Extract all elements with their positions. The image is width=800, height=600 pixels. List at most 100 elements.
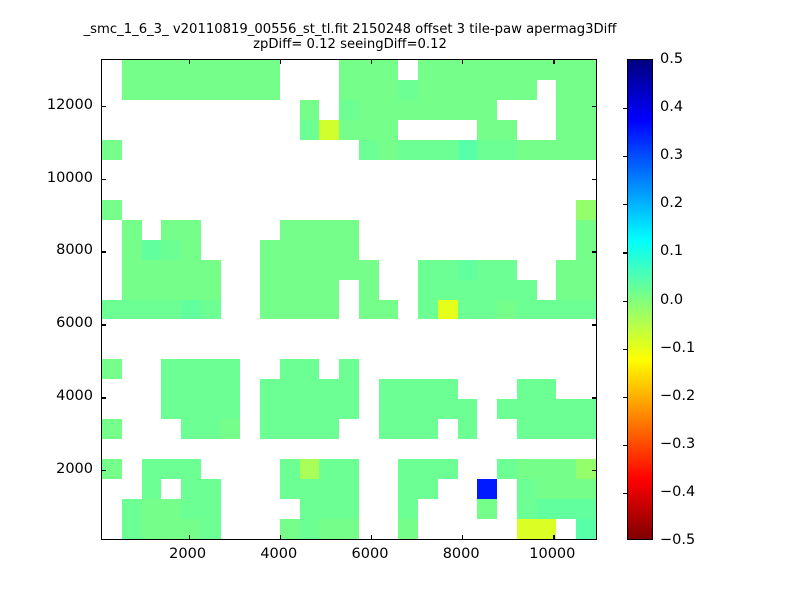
heatmap-cell <box>556 519 577 539</box>
heatmap-cell <box>418 519 438 539</box>
heatmap-cell <box>102 359 122 380</box>
heatmap-cell <box>181 339 201 360</box>
heatmap-cell <box>516 159 537 180</box>
colorbar-tick-label: 0.0 <box>660 291 684 308</box>
heatmap-cell <box>319 79 340 100</box>
heatmap-cell <box>339 99 359 120</box>
colorbar-tick-mark <box>623 204 628 206</box>
heatmap-cell <box>141 399 162 420</box>
heatmap-cell <box>437 119 458 140</box>
heatmap-cell <box>161 439 182 460</box>
heatmap-cell <box>516 219 537 240</box>
heatmap-cell <box>516 119 537 140</box>
heatmap-cell <box>339 239 359 260</box>
heatmap-cell <box>260 99 280 120</box>
heatmap-cell <box>477 399 498 420</box>
heatmap-cell <box>260 119 280 140</box>
x-tick-mark <box>188 535 190 539</box>
heatmap-cell <box>477 359 498 380</box>
heatmap-cell <box>576 359 596 380</box>
heatmap-cell <box>299 319 320 340</box>
heatmap-cell <box>457 499 478 520</box>
heatmap-cell <box>358 139 379 160</box>
heatmap-cell <box>181 199 201 220</box>
heatmap-cell <box>240 499 261 520</box>
heatmap-cell <box>240 359 261 380</box>
heatmap-cell <box>378 60 399 80</box>
heatmap-cell <box>279 339 300 360</box>
heatmap-cell <box>398 139 419 160</box>
heatmap-cell <box>358 239 379 260</box>
heatmap-cell <box>437 319 458 340</box>
heatmap-cell <box>457 419 478 440</box>
heatmap-cell <box>536 319 557 340</box>
heatmap-cell <box>398 159 419 180</box>
heatmap-cell <box>220 79 241 100</box>
heatmap-cell <box>358 479 379 500</box>
colorbar-tick-label: 0.4 <box>660 99 684 116</box>
heatmap-cell <box>516 199 537 220</box>
heatmap-cell <box>121 179 142 200</box>
heatmap-cell <box>418 199 438 220</box>
heatmap-cell <box>220 399 241 420</box>
heatmap-cell <box>240 399 261 420</box>
heatmap-cell <box>260 319 280 340</box>
heatmap-cell <box>556 499 577 520</box>
heatmap-cell <box>121 139 142 160</box>
heatmap-cell <box>378 239 399 260</box>
heatmap-cell <box>556 60 577 80</box>
heatmap-cell <box>378 439 399 460</box>
heatmap-cell <box>260 519 280 539</box>
heatmap-cell <box>536 239 557 260</box>
heatmap-cell <box>516 239 537 260</box>
colorbar-tick-label: −0.1 <box>660 339 696 356</box>
heatmap-cell <box>181 219 201 240</box>
heatmap-cell <box>141 499 162 520</box>
heatmap-cell <box>536 339 557 360</box>
heatmap-cell <box>220 459 241 480</box>
heatmap-cell <box>477 459 498 480</box>
heatmap-cell <box>418 459 438 480</box>
heatmap-cell <box>339 279 359 300</box>
heatmap-cell <box>437 459 458 480</box>
heatmap-cell <box>200 119 221 140</box>
heatmap-cell <box>299 159 320 180</box>
heatmap-cell <box>181 419 201 440</box>
heatmap-cell <box>240 419 261 440</box>
x-tick-label: 10000 <box>529 546 576 562</box>
heatmap-cell <box>339 519 359 539</box>
heatmap-cell <box>497 379 517 400</box>
heatmap-cell <box>220 299 241 320</box>
heatmap-cell <box>260 299 280 320</box>
heatmap-cell <box>576 419 596 440</box>
heatmap-cell <box>576 199 596 220</box>
heatmap-cell <box>398 179 419 200</box>
heatmap-cell <box>437 219 458 240</box>
heatmap-cell <box>497 419 517 440</box>
heatmap-cell <box>220 419 241 440</box>
heatmap-cell <box>181 479 201 500</box>
y-tick-mark <box>102 397 106 399</box>
x-tick-label: 4000 <box>260 546 298 562</box>
heatmap-cell <box>141 319 162 340</box>
heatmap-cell <box>141 159 162 180</box>
heatmap-cell <box>398 499 419 520</box>
heatmap-cell <box>437 439 458 460</box>
heatmap-cell <box>240 199 261 220</box>
heatmap-cell <box>161 479 182 500</box>
heatmap-cell <box>516 419 537 440</box>
heatmap-cell <box>477 479 498 500</box>
heatmap-cell <box>200 259 221 280</box>
heatmap-cell <box>556 99 577 120</box>
heatmap-cell <box>260 459 280 480</box>
heatmap-cell <box>240 519 261 539</box>
heatmap-cell <box>437 79 458 100</box>
heatmap-cell <box>299 399 320 420</box>
heatmap-cell <box>319 99 340 120</box>
heatmap-cell <box>437 159 458 180</box>
heatmap-cell <box>358 219 379 240</box>
heatmap-cell <box>319 459 340 480</box>
heatmap-cell <box>299 459 320 480</box>
heatmap-cell <box>121 379 142 400</box>
